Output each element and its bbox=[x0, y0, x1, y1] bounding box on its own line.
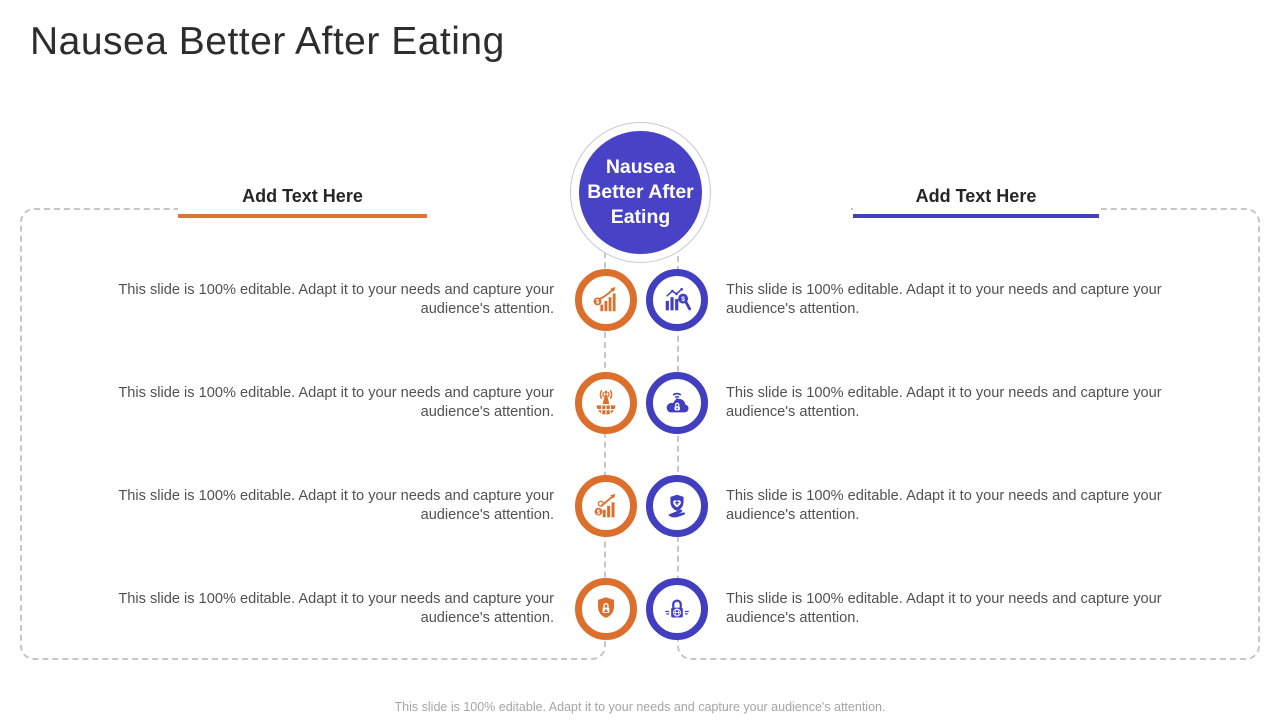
center-badge-label: Nausea Better After Eating bbox=[587, 156, 694, 228]
right-row-text-1-label: This slide is 100% editable. Adapt it to… bbox=[726, 282, 1162, 317]
right-row-text-1[interactable]: This slide is 100% editable. Adapt it to… bbox=[726, 280, 1168, 320]
left-row-text-3[interactable]: This slide is 100% editable. Adapt it to… bbox=[98, 486, 554, 526]
market-analysis-magnifier-icon[interactable]: $ bbox=[646, 269, 708, 331]
right-row-text-4[interactable]: This slide is 100% editable. Adapt it to… bbox=[726, 589, 1168, 629]
sales-growth-chart-dollar-icon[interactable]: $ bbox=[575, 269, 637, 331]
shield-lock-warning-icon[interactable] bbox=[575, 578, 637, 640]
left-row-text-4-label: This slide is 100% editable. Adapt it to… bbox=[118, 591, 554, 626]
sales-growth-chart-dollar-glyph: $ bbox=[593, 286, 616, 312]
center-badge-circle: Nausea Better After Eating bbox=[579, 131, 702, 254]
left-header-label: Add Text Here bbox=[242, 186, 363, 206]
shield-lock-warning-glyph bbox=[598, 597, 614, 618]
right-row-text-4-label: This slide is 100% editable. Adapt it to… bbox=[726, 591, 1162, 626]
market-analysis-magnifier-glyph: $ bbox=[665, 287, 692, 311]
left-row-text-2-label: This slide is 100% editable. Adapt it to… bbox=[118, 385, 554, 420]
right-header-label: Add Text Here bbox=[915, 186, 1037, 206]
svg-text:$: $ bbox=[681, 296, 685, 303]
right-row-text-2[interactable]: This slide is 100% editable. Adapt it to… bbox=[726, 383, 1168, 423]
profit-coins-growth-glyph: $ bbox=[594, 493, 616, 518]
hand-health-shield-glyph bbox=[668, 494, 686, 518]
center-badge-ring[interactable]: Nausea Better After Eating bbox=[570, 122, 711, 263]
right-row-text-3[interactable]: This slide is 100% editable. Adapt it to… bbox=[726, 486, 1168, 526]
secure-cloud-wifi-lock-glyph bbox=[666, 392, 689, 413]
left-border-cover bbox=[420, 201, 600, 217]
right-header-add-text[interactable]: Add Text Here bbox=[853, 173, 1099, 218]
left-header-add-text[interactable]: Add Text Here bbox=[178, 173, 427, 218]
padlock-globe-glyph bbox=[665, 599, 689, 618]
padlock-globe-icon[interactable] bbox=[646, 578, 708, 640]
left-row-text-1-label: This slide is 100% editable. Adapt it to… bbox=[118, 282, 554, 317]
slide-title: Nausea Better After Eating bbox=[30, 20, 505, 63]
svg-text:$: $ bbox=[596, 299, 600, 306]
left-row-text-3-label: This slide is 100% editable. Adapt it to… bbox=[118, 488, 554, 523]
broadcast-antenna-globe-icon[interactable] bbox=[575, 372, 637, 434]
left-row-text-4[interactable]: This slide is 100% editable. Adapt it to… bbox=[98, 589, 554, 629]
secure-cloud-wifi-lock-icon[interactable] bbox=[646, 372, 708, 434]
broadcast-antenna-globe-glyph bbox=[596, 389, 616, 416]
hand-health-shield-icon[interactable] bbox=[646, 475, 708, 537]
svg-text:$: $ bbox=[597, 509, 601, 516]
right-row-text-3-label: This slide is 100% editable. Adapt it to… bbox=[726, 488, 1162, 523]
right-row-text-2-label: This slide is 100% editable. Adapt it to… bbox=[726, 385, 1162, 420]
left-row-text-1[interactable]: This slide is 100% editable. Adapt it to… bbox=[98, 280, 554, 320]
profit-coins-growth-icon[interactable]: $ bbox=[575, 475, 637, 537]
right-border-cover bbox=[683, 201, 851, 217]
left-row-text-2[interactable]: This slide is 100% editable. Adapt it to… bbox=[98, 383, 554, 423]
footer-note: This slide is 100% editable. Adapt it to… bbox=[394, 700, 886, 714]
